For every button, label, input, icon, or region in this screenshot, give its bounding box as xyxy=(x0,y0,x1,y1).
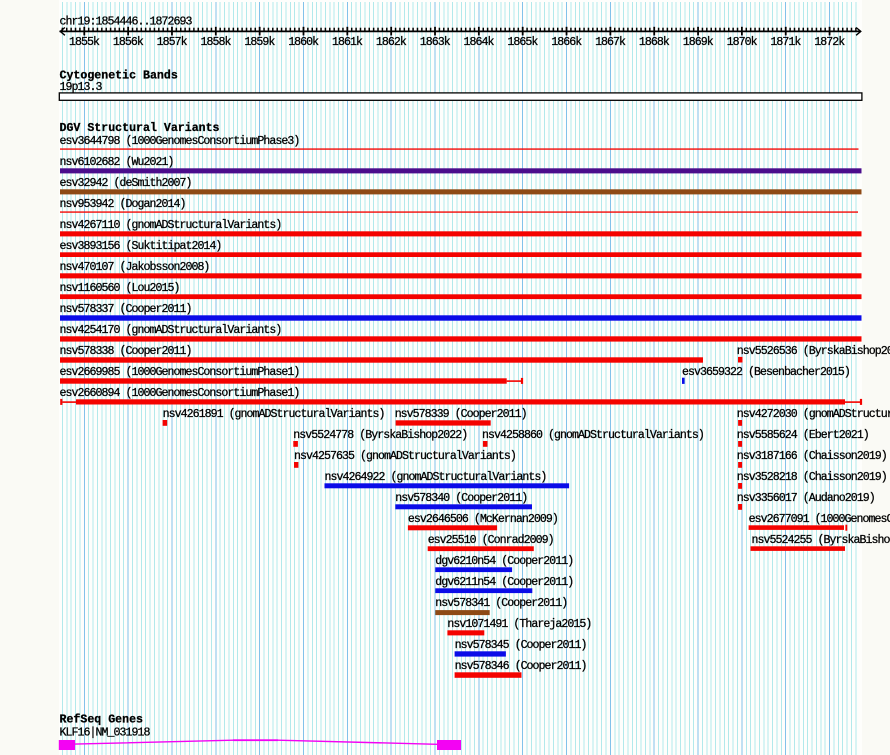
svg-text:RefSeq Genes: RefSeq Genes xyxy=(60,714,144,727)
svg-text:1855k: 1855k xyxy=(69,36,100,49)
svg-text:esv3644798 (1000GenomesConsort: esv3644798 (1000GenomesConsortiumPhase3) xyxy=(60,135,300,148)
svg-text:nsv578345 (Cooper2011): nsv578345 (Cooper2011) xyxy=(455,639,587,652)
svg-text:nsv4261891 (gnomADStructuralVa: nsv4261891 (gnomADStructuralVariants) xyxy=(163,408,385,421)
svg-text:nsv470107 (Jakobsson2008): nsv470107 (Jakobsson2008) xyxy=(60,261,210,274)
svg-text:KLF16|NM_031918: KLF16|NM_031918 xyxy=(60,727,151,740)
svg-text:dgv6211n54 (Cooper2011): dgv6211n54 (Cooper2011) xyxy=(435,576,573,589)
svg-text:nsv3356017 (Audano2019): nsv3356017 (Audano2019) xyxy=(737,492,875,505)
svg-text:DGV Structural Variants: DGV Structural Variants xyxy=(60,122,220,135)
svg-text:chr19:1854446..1872693: chr19:1854446..1872693 xyxy=(60,16,193,29)
svg-text:nsv5585624 (Ebert2021): nsv5585624 (Ebert2021) xyxy=(737,429,869,442)
svg-text:esv25510 (Conrad2009): esv25510 (Conrad2009) xyxy=(428,534,554,547)
svg-text:1870k: 1870k xyxy=(727,36,758,49)
svg-text:1871k: 1871k xyxy=(770,36,801,49)
svg-text:1861k: 1861k xyxy=(332,36,363,49)
svg-text:1858k: 1858k xyxy=(201,36,232,49)
svg-text:nsv578340 (Cooper2011): nsv578340 (Cooper2011) xyxy=(395,492,527,505)
svg-text:esv2669985 (1000GenomesConsort: esv2669985 (1000GenomesConsortiumPhase1) xyxy=(60,366,300,379)
svg-text:nsv5524778 (ByrskaBishop2022): nsv5524778 (ByrskaBishop2022) xyxy=(293,429,467,442)
svg-text:1872k: 1872k xyxy=(814,36,845,49)
svg-text:nsv4267110 (gnomADStructuralVa: nsv4267110 (gnomADStructuralVariants) xyxy=(60,219,282,232)
svg-text:nsv1071491 (Thareja2015): nsv1071491 (Thareja2015) xyxy=(447,618,591,631)
svg-text:esv3659322 (Besenbacher2015): esv3659322 (Besenbacher2015) xyxy=(682,366,850,379)
svg-text:esv3893156 (Suktitipat2014): esv3893156 (Suktitipat2014) xyxy=(60,240,222,253)
svg-text:nsv578337 (Cooper2011): nsv578337 (Cooper2011) xyxy=(60,303,192,316)
svg-text:nsv5524255 (ByrskaBishop2022): nsv5524255 (ByrskaBishop2022) xyxy=(752,534,890,547)
svg-text:1867k: 1867k xyxy=(595,36,626,49)
svg-text:esv32942 (deSmith2007): esv32942 (deSmith2007) xyxy=(60,177,192,190)
svg-text:nsv4258860 (gnomADStructuralVa: nsv4258860 (gnomADStructuralVariants) xyxy=(482,429,704,442)
svg-text:1856k: 1856k xyxy=(113,36,144,49)
svg-text:1863k: 1863k xyxy=(420,36,451,49)
svg-text:nsv953942 (Dogan2014): nsv953942 (Dogan2014) xyxy=(60,198,186,211)
svg-text:nsv4264922 (gnomADStructuralVa: nsv4264922 (gnomADStructuralVariants) xyxy=(325,471,547,484)
svg-text:nsv3187166 (Chaisson2019): nsv3187166 (Chaisson2019) xyxy=(737,450,887,463)
svg-text:esv2646506 (McKernan2009): esv2646506 (McKernan2009) xyxy=(408,513,558,526)
svg-text:esv2677091 (1000GenomesConsort: esv2677091 (1000GenomesConsortiumPhase1) xyxy=(749,513,890,526)
svg-text:1857k: 1857k xyxy=(157,36,188,49)
svg-text:nsv1160560 (Lou2015): nsv1160560 (Lou2015) xyxy=(60,282,180,295)
svg-text:nsv578339 (Cooper2011): nsv578339 (Cooper2011) xyxy=(395,408,527,421)
svg-text:nsv578341 (Cooper2011): nsv578341 (Cooper2011) xyxy=(435,597,567,610)
svg-text:1862k: 1862k xyxy=(376,36,407,49)
svg-text:nsv578346 (Cooper2011): nsv578346 (Cooper2011) xyxy=(455,660,587,673)
svg-text:1859k: 1859k xyxy=(244,36,275,49)
svg-text:nsv4254170 (gnomADStructuralVa: nsv4254170 (gnomADStructuralVariants) xyxy=(60,324,282,337)
svg-text:nsv4272030 (gnomADStructuralVa: nsv4272030 (gnomADStructuralVariants) xyxy=(737,408,890,421)
svg-text:1864k: 1864k xyxy=(464,36,495,49)
svg-text:1865k: 1865k xyxy=(507,36,538,49)
svg-text:1869k: 1869k xyxy=(683,36,714,49)
svg-text:dgv6210n54 (Cooper2011): dgv6210n54 (Cooper2011) xyxy=(435,555,573,568)
svg-text:Cytogenetic Bands: Cytogenetic Bands xyxy=(60,69,178,82)
svg-text:1868k: 1868k xyxy=(639,36,670,49)
svg-text:esv2660894 (1000GenomesConsort: esv2660894 (1000GenomesConsortiumPhase1) xyxy=(60,387,300,400)
svg-text:19p13.3: 19p13.3 xyxy=(60,81,103,94)
svg-text:1860k: 1860k xyxy=(288,36,319,49)
svg-text:nsv3528218 (Chaisson2019): nsv3528218 (Chaisson2019) xyxy=(737,471,887,484)
svg-text:nsv578338 (Cooper2011): nsv578338 (Cooper2011) xyxy=(60,345,192,358)
svg-text:nsv4257635 (gnomADStructuralVa: nsv4257635 (gnomADStructuralVariants) xyxy=(294,450,516,463)
svg-text:1866k: 1866k xyxy=(551,36,582,49)
svg-text:nsv6102682 (Wu2021): nsv6102682 (Wu2021) xyxy=(60,156,174,169)
svg-text:nsv5526536 (ByrskaBishop2022): nsv5526536 (ByrskaBishop2022) xyxy=(737,345,890,358)
